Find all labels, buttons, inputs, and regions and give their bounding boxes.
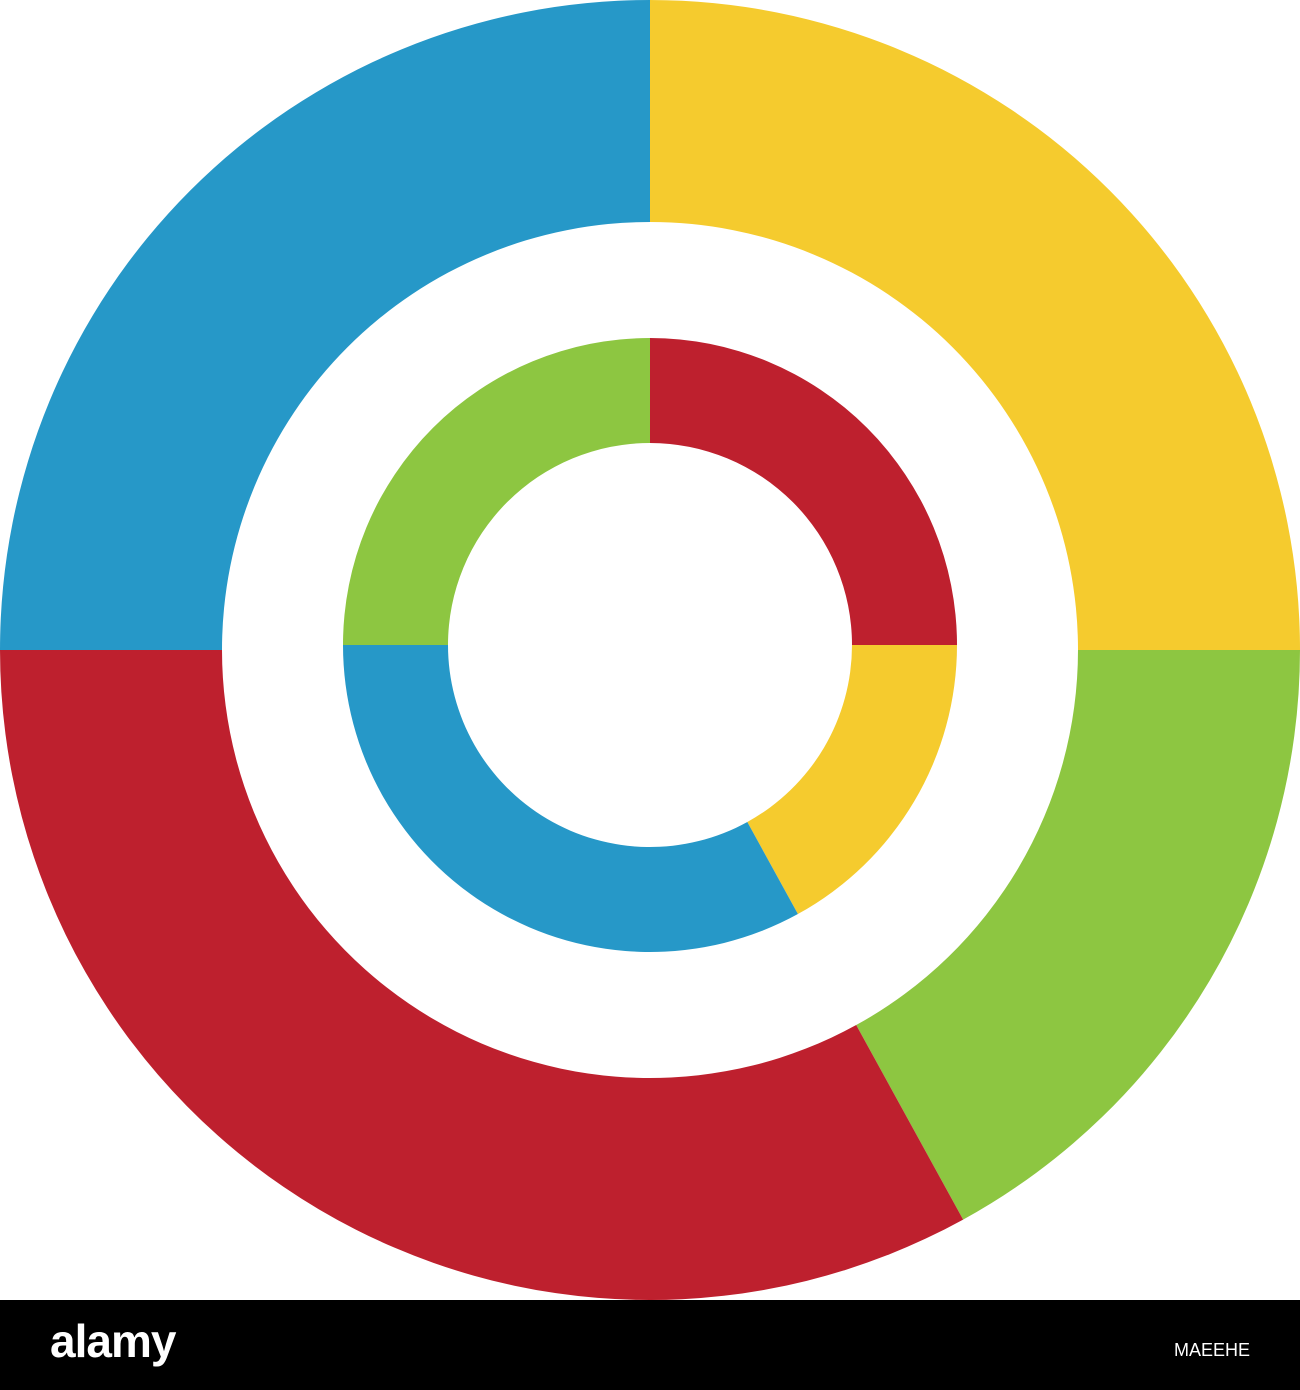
image-id: MAEEHE bbox=[1173, 1340, 1250, 1360]
donut-segment bbox=[747, 645, 957, 915]
donut-segment bbox=[0, 650, 964, 1300]
donut-segment bbox=[650, 0, 1300, 650]
donut-segment bbox=[856, 650, 1300, 1220]
donut-segment bbox=[343, 645, 798, 952]
donut-segment bbox=[650, 338, 957, 645]
donut-segment bbox=[0, 0, 650, 650]
footer: alamy MAEEHE bbox=[0, 1300, 1300, 1390]
logo: alamy bbox=[50, 1315, 176, 1367]
donut-segment bbox=[343, 338, 650, 645]
chart bbox=[0, 0, 1300, 1300]
